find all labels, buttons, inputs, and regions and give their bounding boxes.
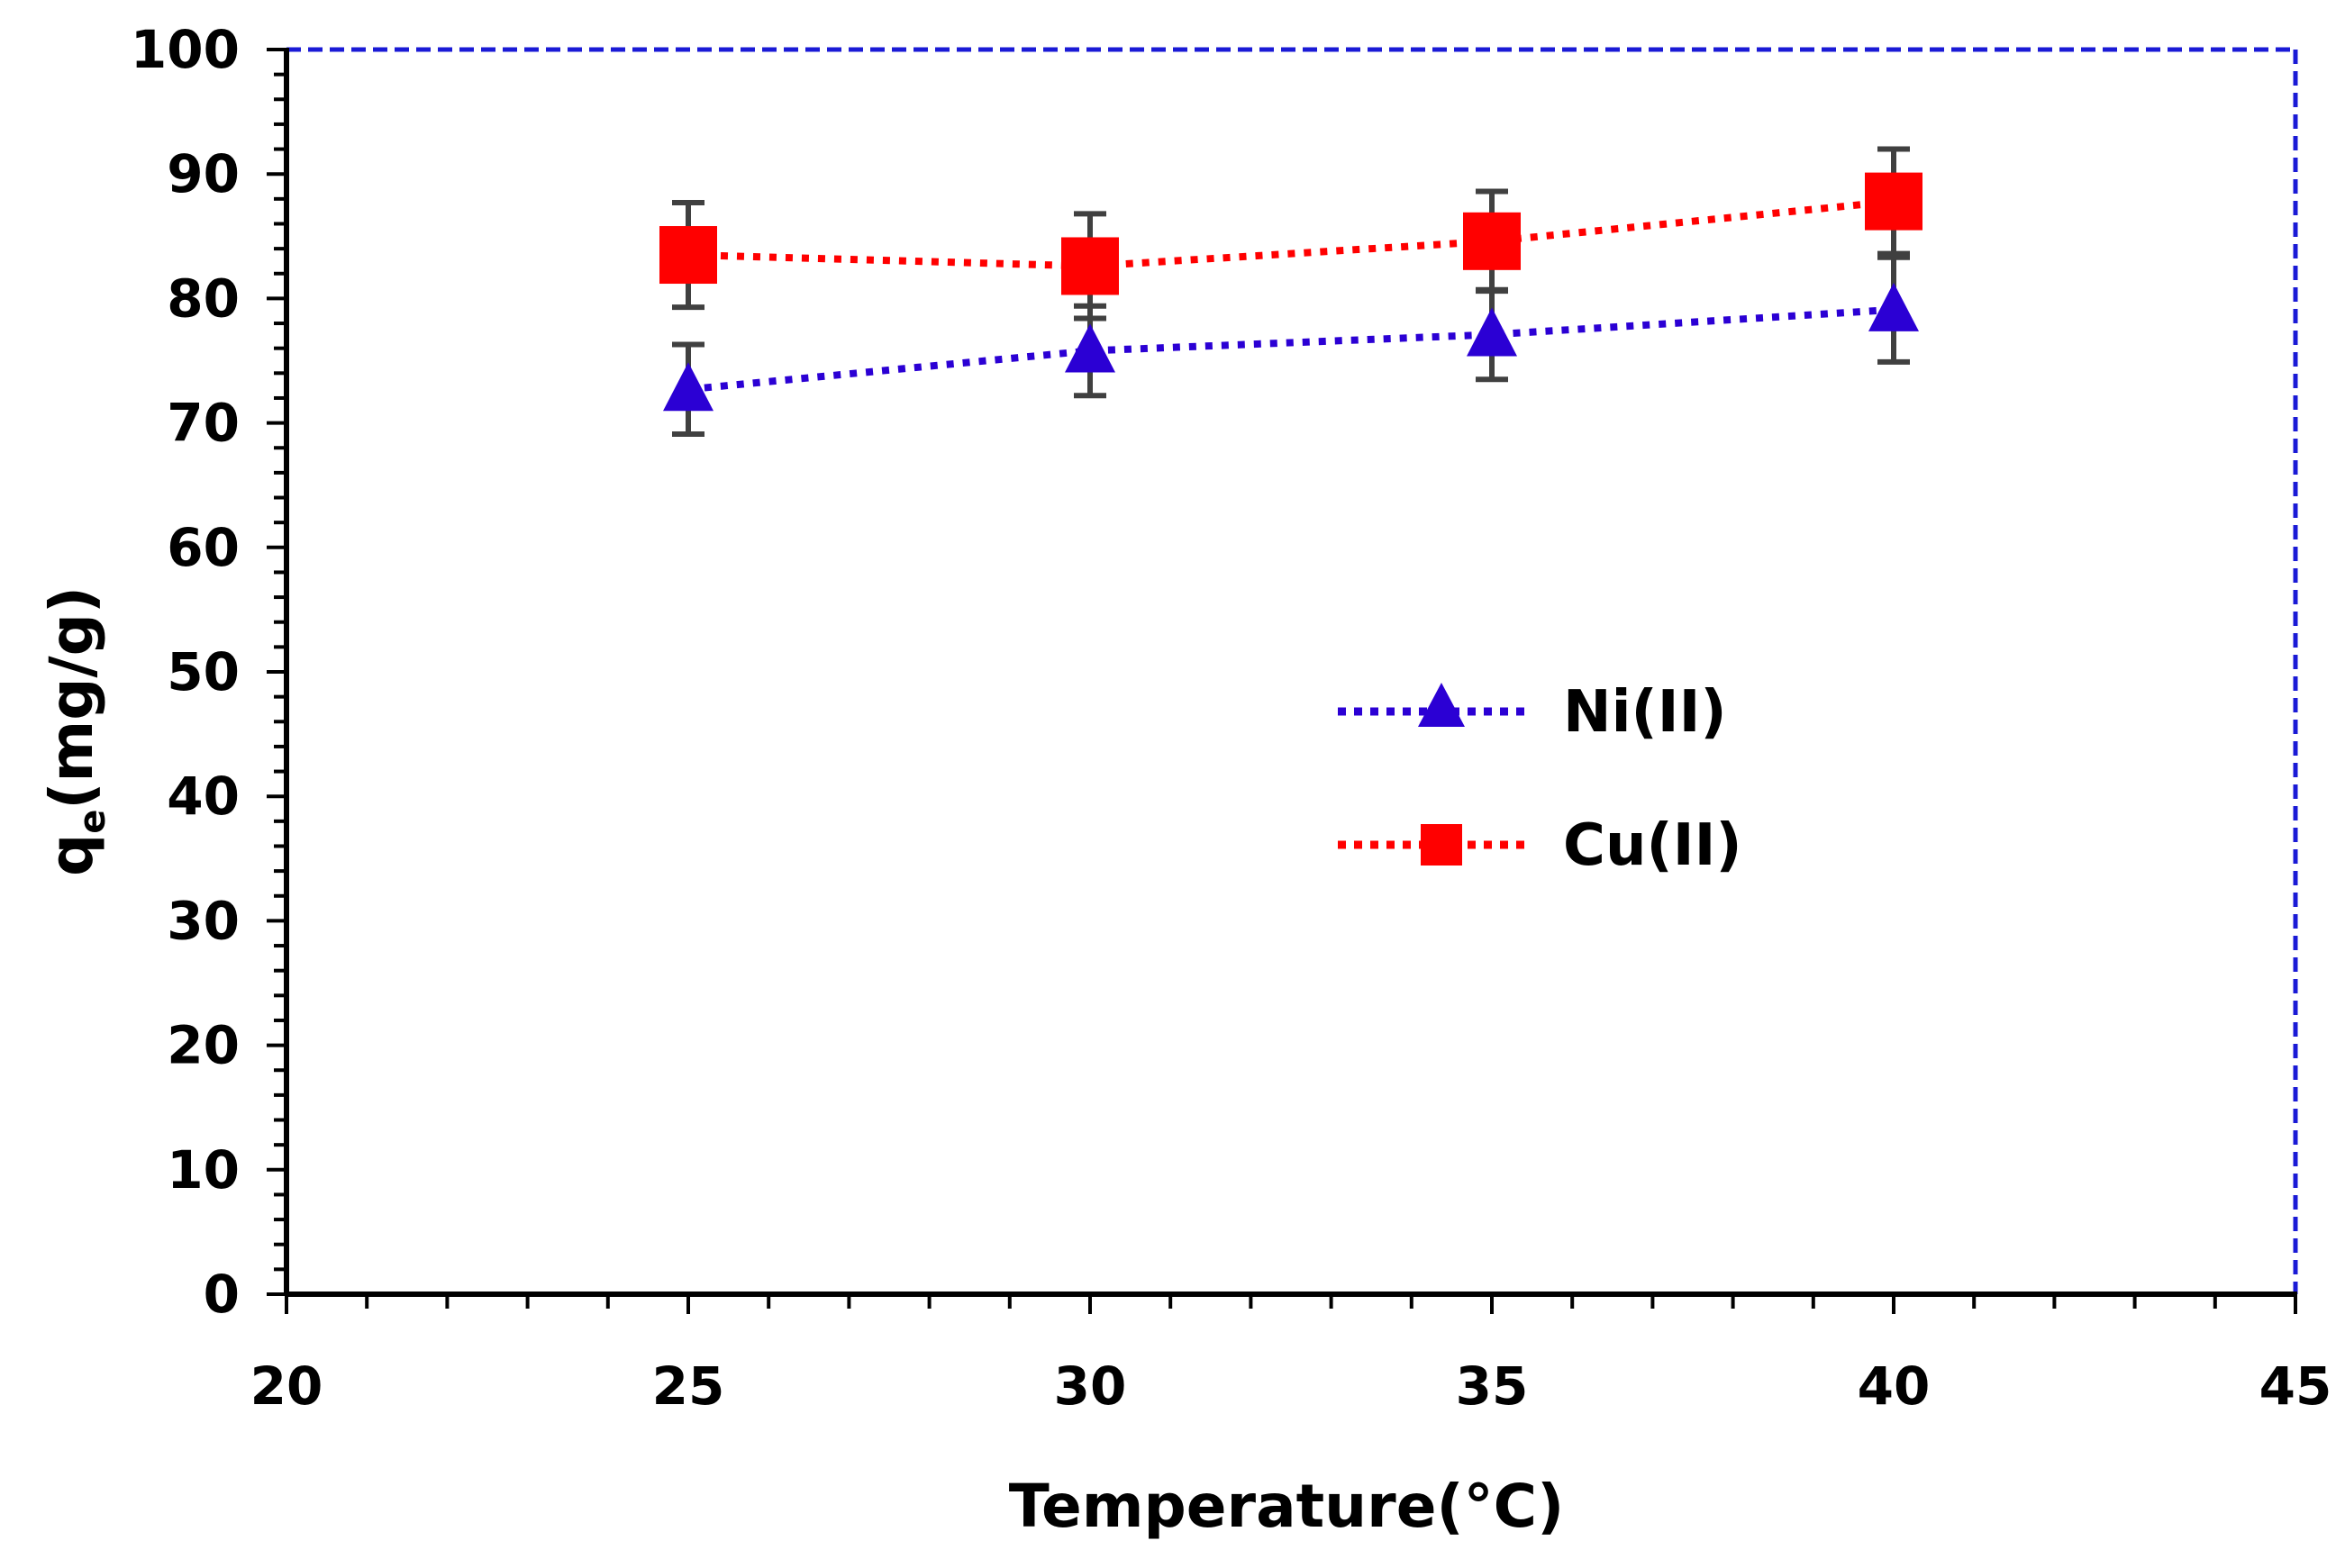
y-tick-label: 10: [167, 1139, 240, 1201]
data-point-cu: [1061, 237, 1119, 295]
data-point-cu: [659, 226, 717, 285]
data-point-ni: [1868, 282, 1919, 331]
y-tick-label: 60: [167, 517, 240, 578]
legend: Ni(II) Cu(II): [1338, 679, 1742, 879]
y-axis-title-main: q: [37, 834, 106, 876]
y-tick-label: 80: [167, 267, 240, 329]
legend-label-ni: Ni(II): [1563, 679, 1727, 746]
x-tick-label: 20: [250, 1355, 323, 1417]
x-tick-label: 45: [2259, 1355, 2332, 1417]
y-tick-label: 30: [167, 890, 240, 951]
data-point-cu: [1463, 212, 1521, 270]
series-line: [687, 197, 1895, 270]
series-layer: [659, 146, 1922, 438]
tick-labels: 20 25 30 35 40 45 0 10 20 30 40 50 60 70 80 90 100: [131, 19, 2331, 1417]
x-tick-label: 40: [1858, 1355, 1931, 1417]
x-axis-title: Temperature(°C): [1009, 1472, 1565, 1541]
series-Cu(II): [659, 146, 1922, 322]
legend-item-cu: Cu(II): [1338, 812, 1742, 879]
y-tick-label: 90: [167, 143, 240, 204]
plot-frame: [286, 47, 2298, 1294]
y-tick-label: 0: [204, 1264, 240, 1325]
y-tick-label: 100: [131, 19, 240, 80]
legend-label-cu: Cu(II): [1563, 812, 1742, 879]
x-tick-label: 25: [652, 1355, 725, 1417]
axis-ticks: [267, 48, 2297, 1314]
legend-marker-cu: [1421, 824, 1462, 866]
series-Ni(II): [663, 254, 1919, 438]
x-tick-label: 35: [1456, 1355, 1529, 1417]
data-point-cu: [1865, 172, 1922, 231]
data-point-ni: [663, 362, 714, 412]
y-tick-label: 70: [167, 393, 240, 454]
y-tick-label: 20: [167, 1015, 240, 1076]
y-axis-title: qe(mg/g): [37, 586, 114, 876]
y-tick-label: 40: [167, 766, 240, 827]
x-tick-label: 30: [1054, 1355, 1127, 1417]
data-point-ni: [1467, 307, 1517, 357]
legend-item-ni: Ni(II): [1338, 679, 1727, 746]
data-point-ni: [1065, 323, 1115, 373]
y-axis-title-units: (mg/g): [37, 586, 106, 810]
axes: [284, 48, 2297, 1297]
y-tick-label: 50: [167, 641, 240, 702]
series-line: [687, 305, 1895, 394]
y-axis-title-subscript: e: [72, 810, 114, 834]
legend-marker-ni: [1418, 683, 1465, 727]
